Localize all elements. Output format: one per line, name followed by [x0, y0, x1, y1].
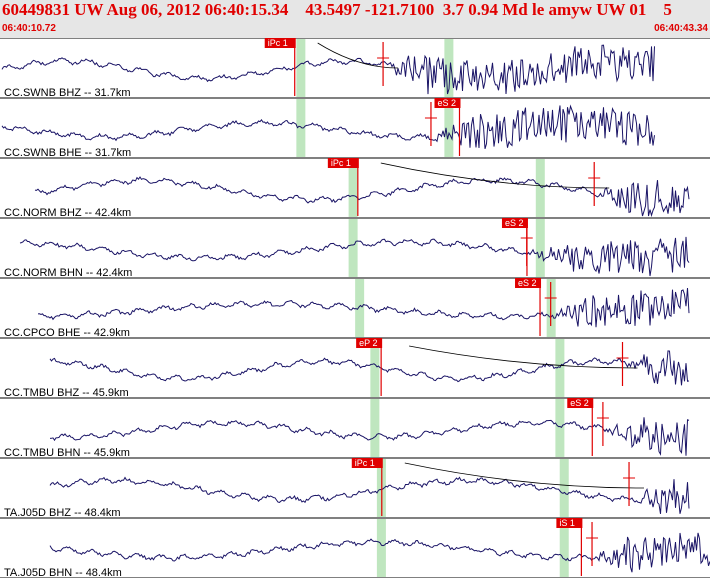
analysis-window [355, 279, 365, 337]
pick-flag[interactable] [356, 338, 383, 348]
trace-label: CC.NORM BHN -- 42.4km [4, 267, 132, 279]
trace-label: CC.NORM BHZ -- 42.4km [4, 207, 131, 219]
start-time: 06:40:10.72 [2, 23, 56, 34]
pick-flag[interactable] [264, 38, 296, 48]
analysis-window [444, 99, 454, 157]
waveform [1, 44, 655, 95]
trace-row[interactable]: eS 2 CC.CPCO BHE -- 42.9km [4, 278, 690, 339]
analysis-window [555, 399, 565, 457]
arrival-curve [409, 345, 638, 369]
analysis-window [559, 519, 569, 577]
trace-row[interactable]: eS 2 CC.TMBU BHN -- 45.9km [4, 398, 690, 459]
analysis-window [376, 519, 386, 577]
arrival-curve [317, 42, 399, 69]
trace-row[interactable]: eS 2 CC.NORM BHN -- 42.4km [4, 218, 690, 279]
pick-flag[interactable] [327, 158, 359, 168]
waveform [34, 176, 690, 218]
waveform [37, 287, 690, 328]
pick-label: iPc 1 [355, 458, 375, 468]
trace-label: CC.SWNB BHE -- 31.7km [4, 147, 131, 159]
trace-row[interactable]: iPc 1 TA.J05D BHZ -- 48.4km [4, 458, 690, 519]
waveform [1, 104, 655, 149]
trace-row[interactable]: eS 2 CC.SWNB BHE -- 31.7km [1, 98, 655, 159]
pick-label: iS 1 [559, 518, 575, 528]
pick-label: iPc 1 [331, 158, 351, 168]
analysis-window [535, 159, 545, 217]
waveform [49, 417, 690, 456]
analysis-window [348, 159, 358, 217]
trace-row[interactable]: eP 2 CC.TMBU BHZ -- 45.9km [4, 338, 690, 399]
event-header: 60449831 UW Aug 06, 2012 06:40:15.34 43.… [0, 0, 710, 38]
arrival-curve [404, 462, 645, 489]
analysis-window [559, 459, 569, 517]
trace-label: TA.J05D BHN -- 48.4km [4, 567, 122, 578]
pick-flag[interactable] [567, 398, 594, 408]
arrival-curve [380, 162, 610, 189]
pick-flag[interactable] [556, 518, 583, 528]
trace-label: CC.TMBU BHN -- 45.9km [4, 447, 130, 459]
pick-flag[interactable] [351, 458, 383, 468]
analysis-window [370, 399, 380, 457]
trace-label: CC.TMBU BHZ -- 45.9km [4, 387, 129, 399]
pick-label: eS 2 [518, 278, 537, 288]
pick-flag[interactable] [501, 218, 528, 228]
trace-label: TA.J05D BHZ -- 48.4km [4, 507, 121, 519]
pick-flag[interactable] [515, 278, 542, 288]
analysis-window [348, 219, 358, 277]
waveform [49, 476, 690, 514]
waveform [49, 350, 690, 386]
analysis-window [555, 339, 565, 397]
end-time: 06:40:43.34 [654, 23, 708, 34]
analysis-window [444, 39, 454, 97]
pick-label: eS 2 [570, 398, 589, 408]
pick-flag[interactable] [434, 98, 461, 108]
analysis-window [296, 39, 306, 97]
seismogram-panel[interactable]: iPc 1 CC.SWNB BHZ -- 31.7km eS 2 CC.SWNB BH… [0, 38, 710, 578]
waveform [19, 236, 690, 277]
trace-row[interactable]: iPc 1 CC.NORM BHZ -- 42.4km [4, 158, 690, 219]
analysis-window [370, 339, 380, 397]
pick-label: eS 2 [437, 98, 456, 108]
pick-label: eP 2 [359, 338, 377, 348]
waveform [49, 532, 710, 573]
trace-row[interactable]: iPc 1 CC.SWNB BHZ -- 31.7km [1, 38, 655, 99]
pick-label: iPc 1 [268, 38, 288, 48]
pick-label: eS 2 [505, 218, 524, 228]
trace-row[interactable]: iS 1 TA.J05D BHN -- 48.4km [4, 518, 710, 578]
trace-label: CC.CPCO BHE -- 42.9km [4, 327, 130, 339]
analysis-window [535, 219, 545, 277]
analysis-window [296, 99, 306, 157]
event-title: 60449831 UW Aug 06, 2012 06:40:15.34 43.… [2, 0, 672, 19]
trace-label: CC.SWNB BHZ -- 31.7km [4, 87, 131, 99]
